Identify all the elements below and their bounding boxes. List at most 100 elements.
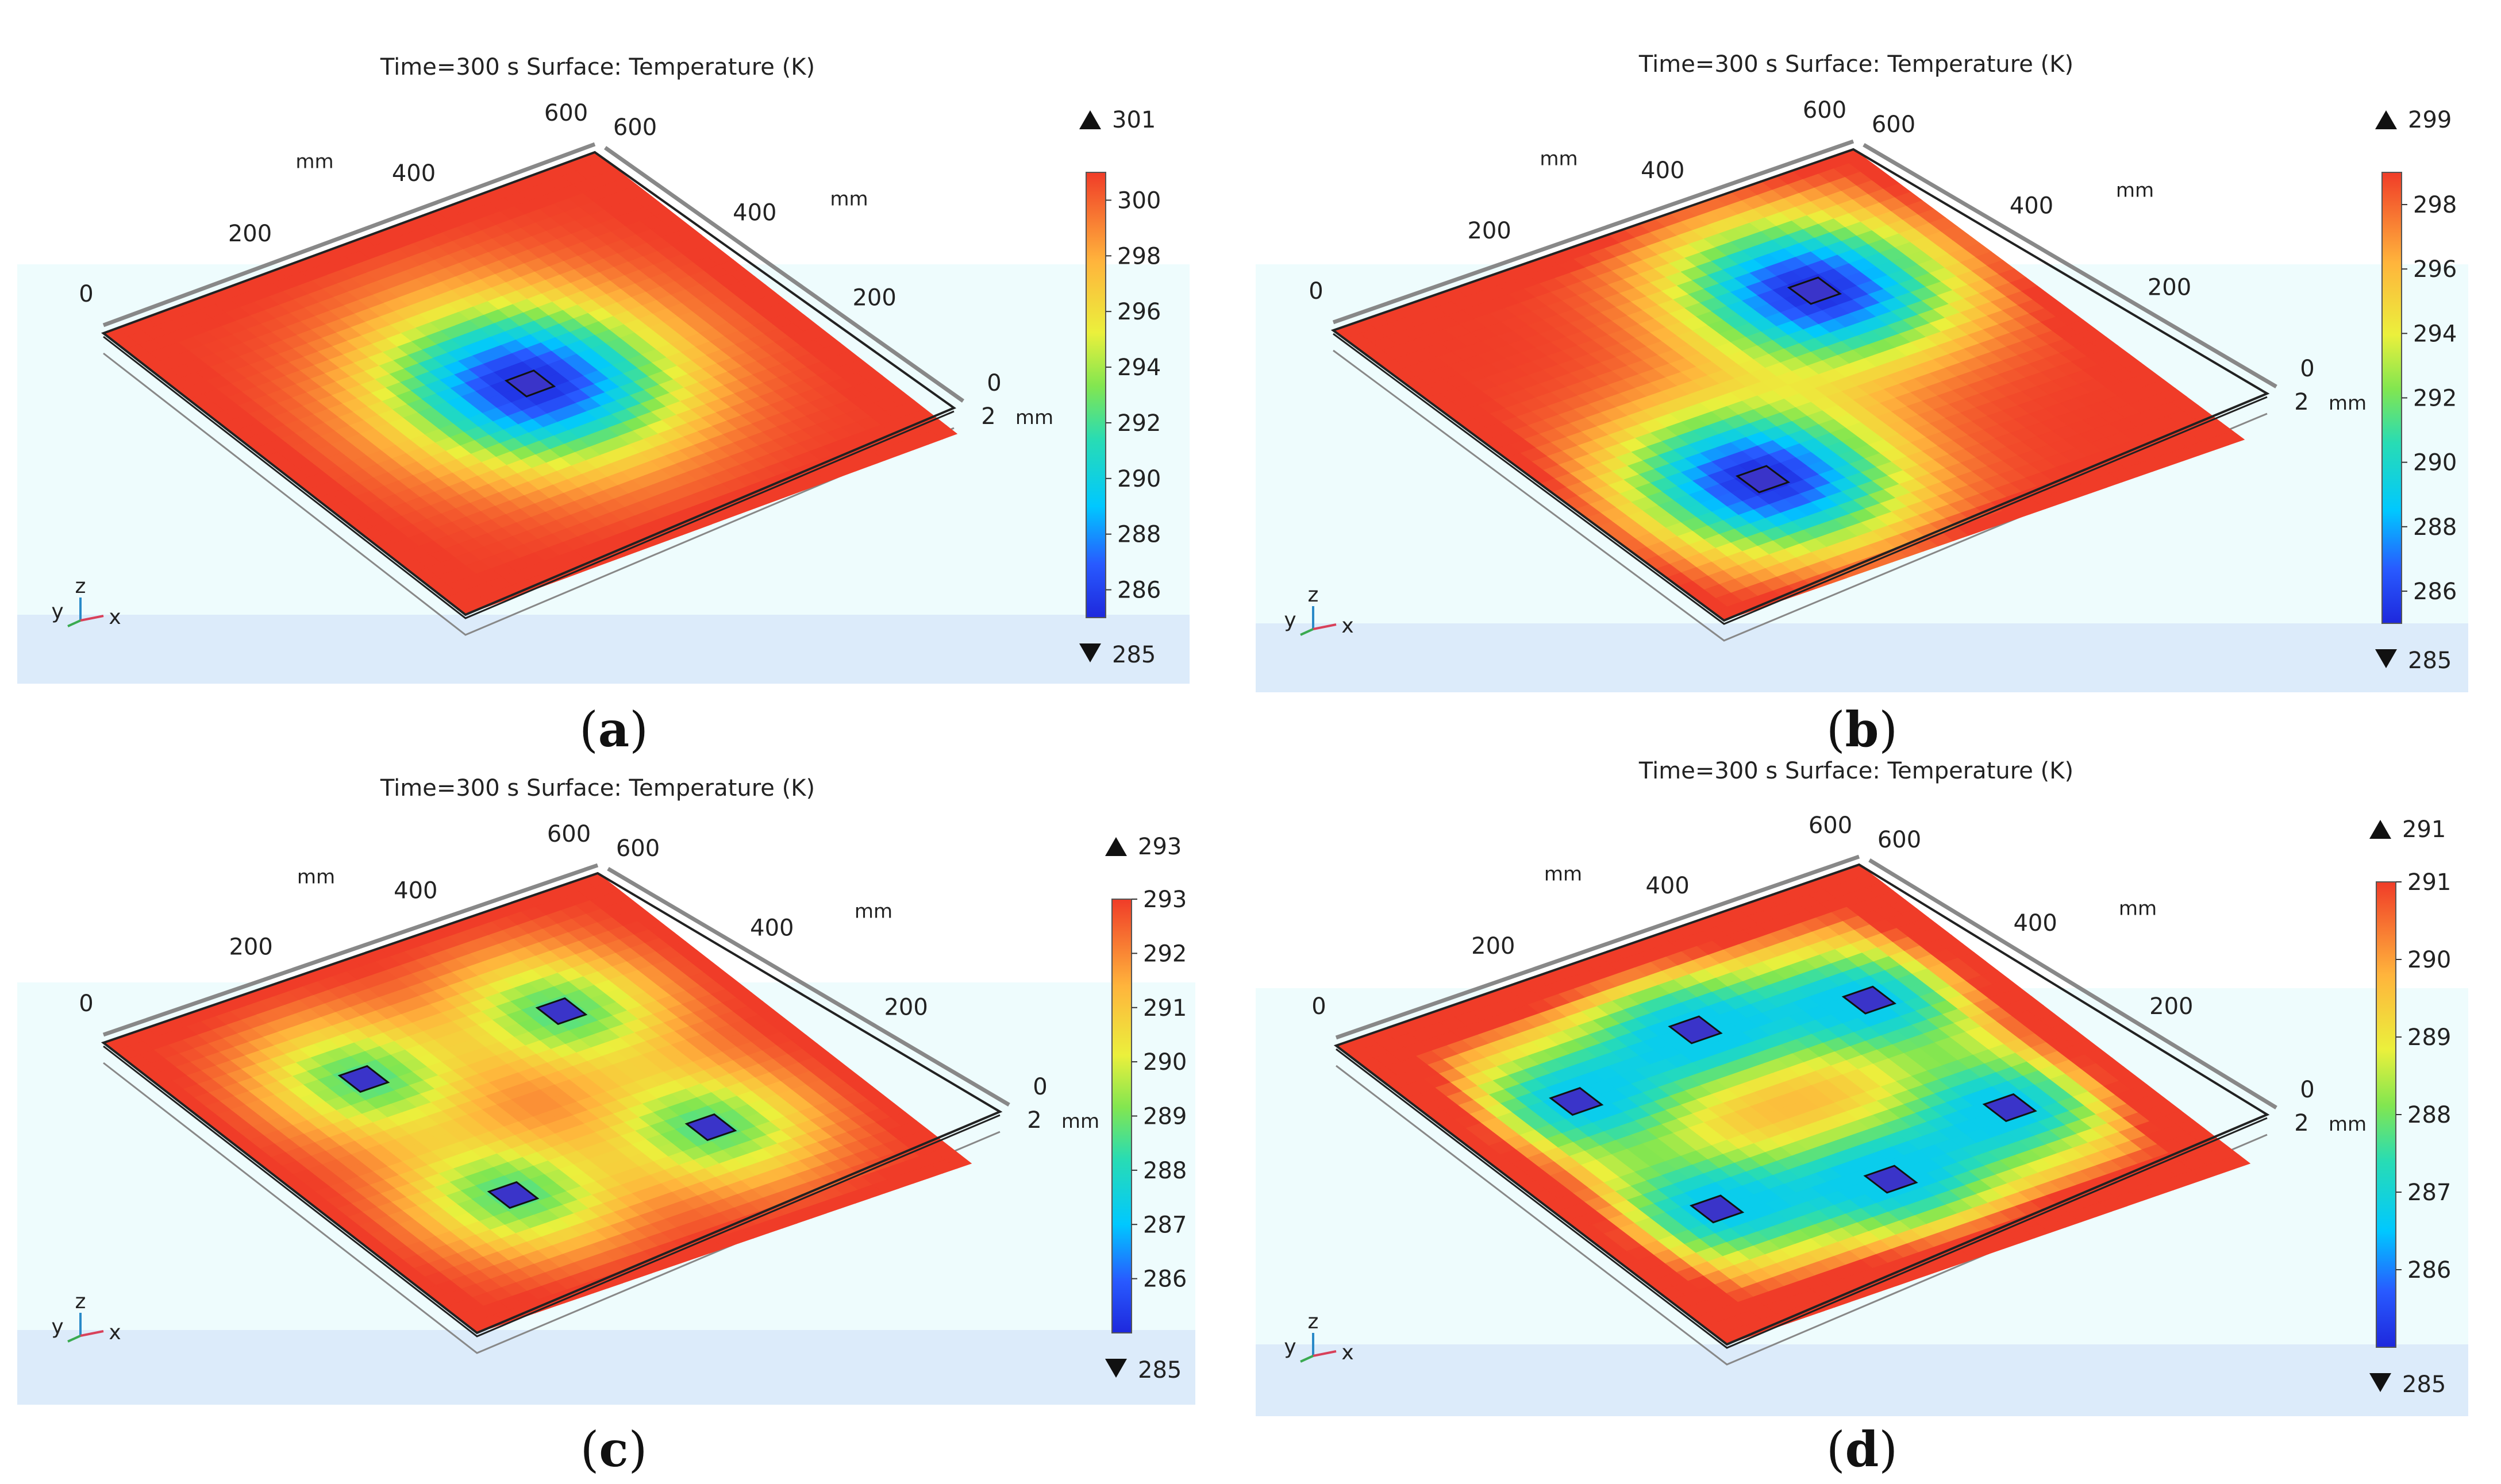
colorbar xyxy=(2381,172,2402,624)
triad-y-label: y xyxy=(1284,1335,1296,1359)
viewport-ground-band xyxy=(1256,1344,2468,1416)
left-axis-tick: 400 xyxy=(1645,873,1689,899)
right-axis-tick: 0 xyxy=(1033,1074,1047,1100)
right-axis-tick: 400 xyxy=(733,199,776,226)
right-axis-tick: 400 xyxy=(750,915,794,941)
colorbar-min-value: 285 xyxy=(2408,647,2452,674)
heat-sink-square xyxy=(1549,1087,1604,1116)
max-marker-icon xyxy=(1079,110,1101,129)
axis-frame-left xyxy=(102,863,599,1037)
colorbar-tick: 296 xyxy=(1117,299,1161,325)
colorbar-tick: 290 xyxy=(2413,450,2457,476)
plot-title: Time=300 s Surface: Temperature (K) xyxy=(1638,758,2073,784)
right-axis-label: mm xyxy=(855,900,892,923)
heat-sink-square xyxy=(1863,1165,1918,1194)
colorbar-tick: 291 xyxy=(1143,995,1187,1022)
colorbar-tick: 286 xyxy=(1143,1266,1187,1293)
plate-thickness-edge xyxy=(1333,333,2268,625)
triad-x-label: x xyxy=(109,606,121,629)
right-axis-tick: 0 xyxy=(2300,1077,2314,1103)
colorbar-max-value: 299 xyxy=(2408,107,2452,133)
min-marker-icon xyxy=(2375,649,2397,668)
triad-y-label: y xyxy=(1284,608,1296,632)
colorbar-tick: 290 xyxy=(2407,947,2451,973)
colorbar xyxy=(1086,172,1106,618)
caption-a: (a) xyxy=(579,701,648,758)
axis-triad-icon xyxy=(67,1313,104,1343)
plot-title: Time=300 s Surface: Temperature (K) xyxy=(380,775,815,801)
max-marker-icon xyxy=(2375,110,2397,129)
plot-title: Time=300 s Surface: Temperature (K) xyxy=(380,54,815,80)
left-axis-label: mm xyxy=(297,866,335,889)
viewport-ground-band xyxy=(1256,623,2468,692)
colorbar-tick: 292 xyxy=(1117,410,1161,437)
max-marker-icon xyxy=(2369,820,2391,839)
colorbar-tick: 290 xyxy=(1117,466,1161,492)
colorbar-tick: 298 xyxy=(2413,192,2457,218)
temperature-surface xyxy=(1332,149,2245,621)
panel-a: Time=300 s Surface: Temperature (K) 0 200 4… xyxy=(17,34,1213,689)
left-axis-label: mm xyxy=(295,151,333,174)
plot-d: Time=300 s Surface: Temperature (K) 0 200 4… xyxy=(1256,758,2468,1416)
right-axis-tick: 600 xyxy=(1872,111,1915,138)
colorbar-tick: 287 xyxy=(1143,1212,1187,1238)
heat-sink-square xyxy=(487,1181,540,1209)
left-axis-tick: 600 xyxy=(1803,97,1846,124)
colorbar-tick: 288 xyxy=(1117,522,1161,548)
heat-sink-square xyxy=(535,997,588,1026)
temperature-surface xyxy=(102,873,972,1333)
right-axis-tick: 200 xyxy=(2148,274,2191,300)
viewport-ground-band xyxy=(17,1330,1195,1405)
colorbar-tick: 286 xyxy=(2413,579,2457,605)
triad-y-label: y xyxy=(51,1315,63,1339)
panel-c: Time=300 s Surface: Temperature (K) 0 200 4… xyxy=(17,756,1218,1405)
axis-frame-right xyxy=(603,146,965,403)
plot-title: Time=300 s Surface: Temperature (K) xyxy=(1638,51,2073,78)
plot-a: Time=300 s Surface: Temperature (K) 0 200 4… xyxy=(17,54,1190,684)
triad-x-label: x xyxy=(109,1321,121,1344)
colorbar-min-value: 285 xyxy=(1112,642,1156,668)
axis-frame-left xyxy=(1335,854,1860,1040)
right-axis-tick: 200 xyxy=(852,285,896,311)
heat-sink-square xyxy=(1982,1093,2037,1122)
thickness-tick: 2 xyxy=(2294,389,2308,415)
plate-outline xyxy=(101,872,1003,1335)
caption-b: (b) xyxy=(1826,701,1898,758)
left-axis-tick: 200 xyxy=(228,221,272,247)
colorbar xyxy=(2376,881,2396,1348)
left-axis-label: mm xyxy=(1540,148,1577,171)
colorbar-tick: 288 xyxy=(2413,514,2457,541)
colorbar-tick: 288 xyxy=(2407,1102,2451,1128)
colorbar-tick: 294 xyxy=(1117,354,1161,381)
heat-sink-square xyxy=(1689,1194,1745,1224)
axis-triad-icon xyxy=(1300,606,1337,636)
heat-sink-square xyxy=(504,369,556,398)
heat-sink-square xyxy=(684,1113,737,1142)
heat-sink-square xyxy=(1735,465,1791,494)
colorbar-tick: 287 xyxy=(2407,1180,2451,1206)
plot-b: Time=300 s Surface: Temperature (K) 0 200 4… xyxy=(1256,51,2468,692)
heat-sink-square xyxy=(1668,1015,1723,1044)
min-marker-icon xyxy=(1079,643,1101,662)
right-axis-tick: 0 xyxy=(2300,356,2314,382)
plate-thickness-edge xyxy=(103,336,955,619)
right-axis-tick: 200 xyxy=(2149,993,2193,1020)
axis-frame-right xyxy=(1868,858,2277,1109)
caption-d: (d) xyxy=(1826,1421,1898,1478)
right-axis-tick: 400 xyxy=(2010,193,2053,219)
heat-sink-square xyxy=(337,1065,390,1093)
plate-outline xyxy=(101,151,957,616)
triad-x-label: x xyxy=(1341,614,1353,638)
left-axis-label: mm xyxy=(1544,863,1582,886)
left-axis-tick: 200 xyxy=(229,934,272,961)
right-axis-tick: 200 xyxy=(884,995,928,1021)
left-axis-tick: 400 xyxy=(394,877,437,904)
right-axis-label: mm xyxy=(830,188,868,211)
colorbar-tick: 290 xyxy=(1143,1049,1187,1076)
min-marker-icon xyxy=(2369,1373,2391,1392)
triad-y-label: y xyxy=(51,600,63,623)
left-axis-tick: 600 xyxy=(547,821,591,847)
triad-x-label: x xyxy=(1341,1341,1353,1364)
thickness-axis-label: mm xyxy=(1061,1110,1099,1133)
colorbar-tick: 292 xyxy=(1143,940,1187,967)
